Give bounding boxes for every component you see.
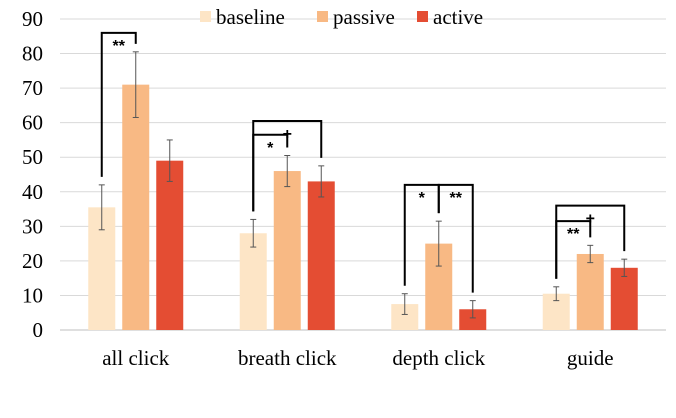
error-bar [621, 258, 628, 277]
error-bars [98, 51, 628, 319]
legend-label: passive [333, 5, 395, 29]
category-label: breath click [238, 346, 337, 370]
significance-label: ** [113, 38, 126, 55]
legend-item-passive: passive [317, 5, 395, 29]
significance-bracket: ** [100, 31, 137, 177]
error-bar [166, 139, 173, 182]
error-bar [401, 293, 408, 315]
error-bar [435, 220, 442, 267]
significance-label: * [419, 190, 426, 207]
error-bar [469, 300, 476, 319]
significance-bracket: ** [437, 183, 474, 293]
error-bar [284, 154, 291, 188]
significance-label: ** [567, 226, 580, 243]
category-label: guide [567, 346, 614, 370]
category-label: all click [102, 346, 170, 370]
significance-label: + [586, 211, 595, 228]
bar-baseline [239, 233, 267, 330]
legend-item-baseline: baseline [200, 5, 285, 29]
y-tick-label: 20 [22, 249, 43, 273]
y-tick-label: 90 [22, 7, 43, 31]
legend-item-active: active [417, 5, 483, 29]
legend-label: baseline [216, 5, 285, 29]
error-bar [250, 218, 257, 248]
category-labels: all click breath click depth click guide [102, 346, 613, 370]
y-tick-label: 50 [22, 145, 43, 169]
y-tick-label: 80 [22, 42, 43, 66]
error-bar [318, 165, 325, 198]
bar-passive [122, 84, 150, 331]
significance-bracket: + [252, 119, 323, 212]
y-axis-ticks: 0 10 20 30 40 50 60 70 80 90 [22, 7, 43, 342]
legend-swatch [200, 11, 211, 22]
category-label: depth click [392, 346, 485, 370]
y-tick-label: 10 [22, 283, 43, 307]
error-bar [587, 244, 594, 264]
gridlines [60, 18, 666, 331]
bar-active [610, 267, 638, 330]
significance-label: ** [450, 190, 463, 207]
y-tick-label: 40 [22, 180, 43, 204]
bar-active [156, 160, 184, 330]
bar-passive [273, 171, 301, 330]
bar-passive [576, 253, 604, 330]
y-tick-label: 30 [22, 214, 43, 238]
legend-label: active [433, 5, 483, 29]
significance-label: * [267, 140, 274, 157]
y-tick-label: 60 [22, 111, 43, 135]
legend: baseline passive active [200, 5, 483, 29]
y-tick-label: 70 [22, 76, 43, 100]
error-bar [98, 184, 105, 231]
error-bar [553, 286, 560, 302]
legend-swatch [317, 11, 328, 22]
bar-active [459, 309, 487, 330]
significance-bracket: + [555, 204, 626, 279]
error-bar [132, 51, 139, 118]
y-tick-label: 0 [33, 318, 44, 342]
bar-active [307, 181, 335, 330]
legend-swatch [417, 11, 428, 22]
significance-label: + [283, 126, 292, 143]
significance-brackets: ***+* ****+ [100, 31, 626, 293]
